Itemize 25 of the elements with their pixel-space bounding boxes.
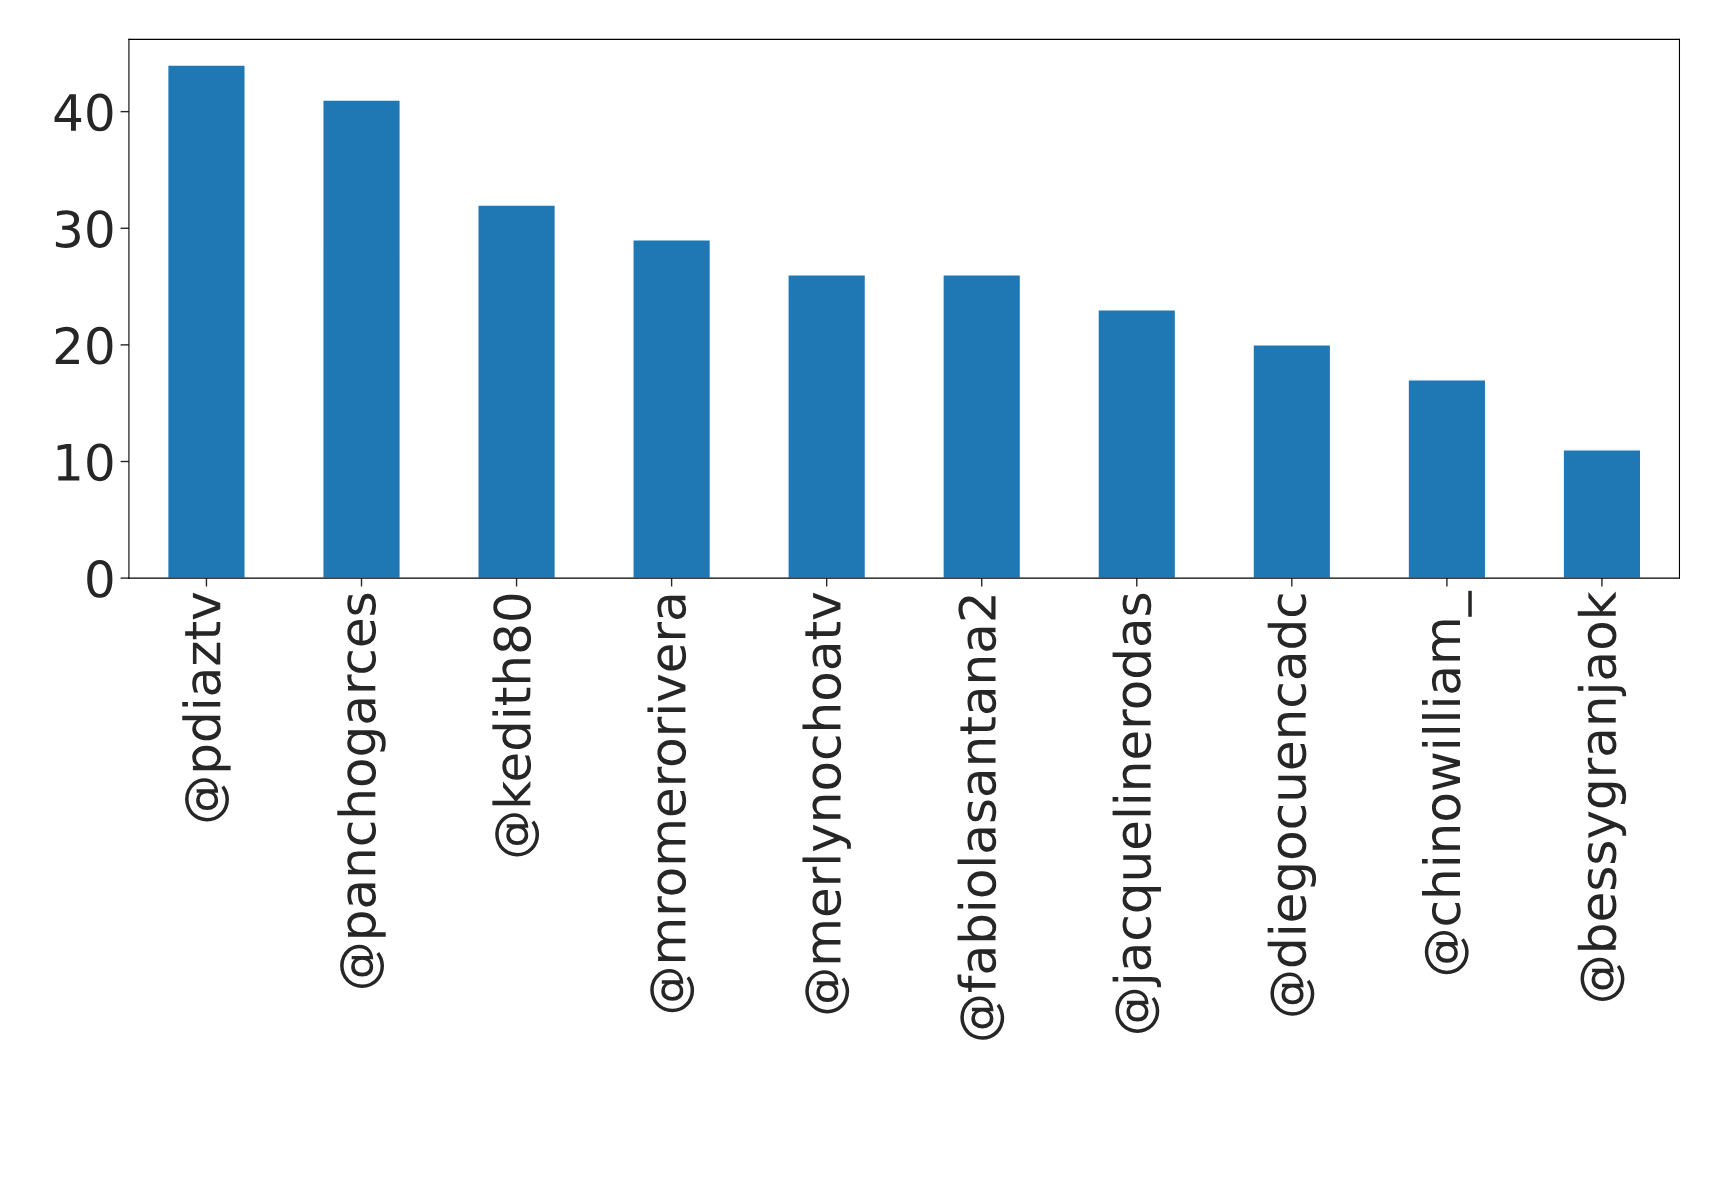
x-tick-label: @kedith80 (492, 594, 540, 857)
bar (632, 239, 712, 579)
y-tick-label: 40 (54, 93, 113, 132)
bar (1252, 344, 1332, 579)
bar (322, 99, 401, 579)
x-tick-label: @pdiaztv (182, 592, 231, 822)
y-tick-label: 30 (55, 210, 113, 248)
x-tick-label: @bessygranjaok (1577, 591, 1627, 1001)
bar (477, 204, 557, 579)
x-tick-label: @fabiolasantana2 (957, 596, 1005, 1040)
bar (942, 274, 1022, 579)
bar (1097, 309, 1177, 579)
bar (1562, 449, 1642, 579)
x-tick-label: @merlynochoatv (802, 592, 851, 1014)
bar (787, 274, 867, 579)
x-tick-label: @chinowilliam_ (1421, 590, 1472, 975)
y-tick-label: 20 (55, 326, 113, 365)
y-tick-label: 10 (57, 443, 113, 482)
x-tick-label: @panchogarces (337, 593, 386, 988)
x-tick-label: @diegocuencadc (1267, 594, 1317, 1016)
bar (166, 64, 246, 579)
bar (1407, 379, 1487, 579)
y-tick-label: 0 (87, 560, 113, 598)
x-tick-label: @mromerorivera (647, 595, 695, 1013)
x-tick-label: @jacquelinerodas (1112, 593, 1161, 1033)
